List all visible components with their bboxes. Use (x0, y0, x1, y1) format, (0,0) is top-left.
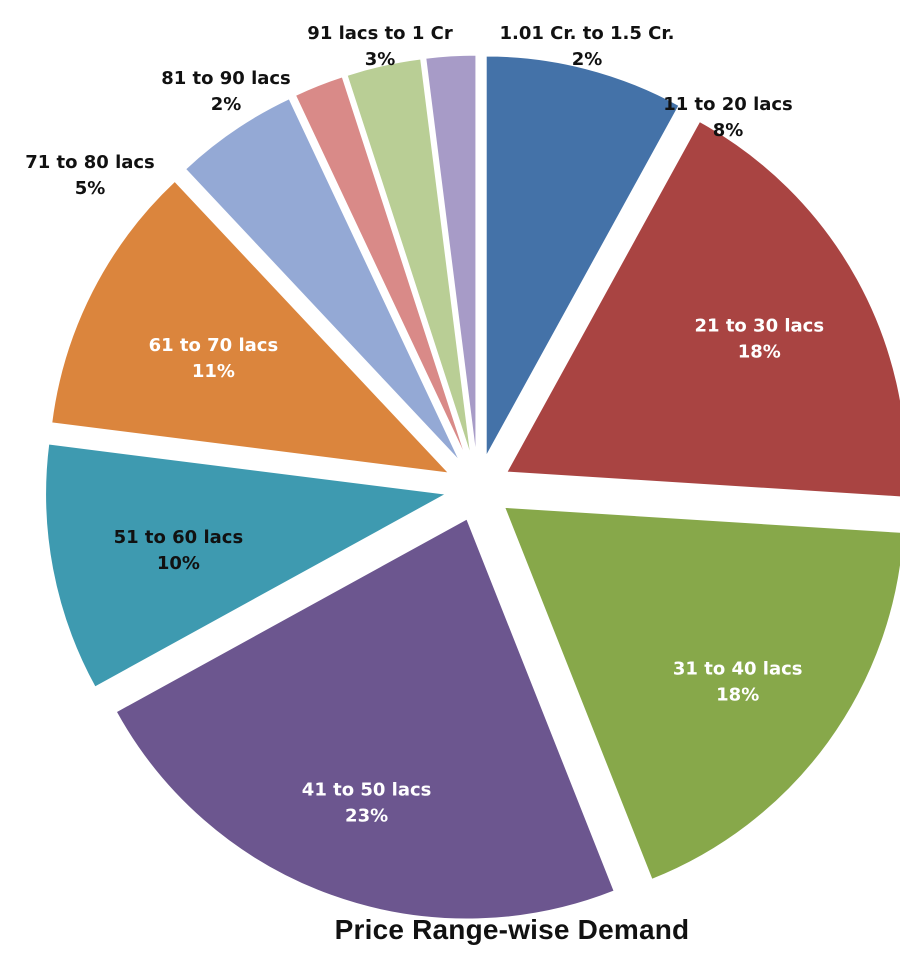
pie-slice-5 (45, 443, 448, 688)
slice-label-name-9: 91 lacs to 1 Cr (307, 23, 453, 44)
slice-label-name-7: 71 to 80 lacs (25, 152, 155, 173)
pie-slice-9 (346, 58, 472, 456)
slice-label-4: 41 to 50 lacs 23% (302, 780, 432, 827)
slice-label-10: 1.01 Cr. to 1.5 Cr. 2% (499, 23, 674, 70)
pie-slice-4 (115, 518, 615, 920)
pie-slice-3 (503, 506, 900, 880)
slice-label-percent-7: 5% (75, 178, 106, 199)
slice-label-percent-9: 3% (365, 49, 396, 70)
slice-label-7: 71 to 80 lacs 5% (25, 152, 155, 199)
pie-slice-6 (51, 180, 450, 474)
slice-label-percent-2: 18% (738, 341, 781, 362)
slice-label-6: 61 to 70 lacs 11% (149, 335, 279, 382)
slice-label-name-1: 11 to 20 lacs (663, 94, 793, 115)
pie-slice-10 (425, 54, 477, 456)
slice-label-2: 21 to 30 lacs 18% (695, 315, 825, 362)
slice-label-name-5: 51 to 60 lacs (114, 527, 244, 548)
pie-slice-7 (184, 98, 460, 462)
slice-label-name-10: 1.01 Cr. to 1.5 Cr. (499, 23, 674, 44)
slice-label-percent-3: 18% (716, 685, 759, 706)
slice-label-8: 81 to 90 lacs 2% (161, 68, 291, 115)
pie-slice-8 (294, 76, 467, 458)
chart-title: Price Range-wise Demand (334, 914, 690, 945)
slice-label-percent-1: 8% (713, 120, 744, 141)
slice-label-percent-6: 11% (192, 361, 235, 382)
slice-label-name-6: 61 to 70 lacs (149, 335, 279, 356)
pie-slice-1 (485, 55, 680, 457)
slice-label-name-3: 31 to 40 lacs (673, 659, 803, 680)
slice-label-3: 31 to 40 lacs 18% (673, 659, 803, 706)
slice-label-1: 11 to 20 lacs 8% (663, 94, 793, 141)
slice-label-5: 51 to 60 lacs 10% (114, 527, 244, 574)
slice-label-percent-8: 2% (211, 94, 242, 115)
slices-layer (45, 54, 900, 920)
labels-layer: 11 to 20 lacs 8%21 to 30 lacs 18%31 to 40 … (25, 23, 824, 827)
pie-slice-2 (506, 120, 900, 498)
slice-label-name-4: 41 to 50 lacs (302, 780, 432, 801)
slice-label-9: 91 lacs to 1 Cr 3% (307, 23, 453, 70)
slice-label-percent-10: 2% (572, 49, 603, 70)
slice-label-name-8: 81 to 90 lacs (161, 68, 291, 89)
slice-label-name-2: 21 to 30 lacs (695, 315, 825, 336)
slice-label-percent-5: 10% (157, 553, 200, 574)
slice-label-percent-4: 23% (345, 806, 388, 827)
